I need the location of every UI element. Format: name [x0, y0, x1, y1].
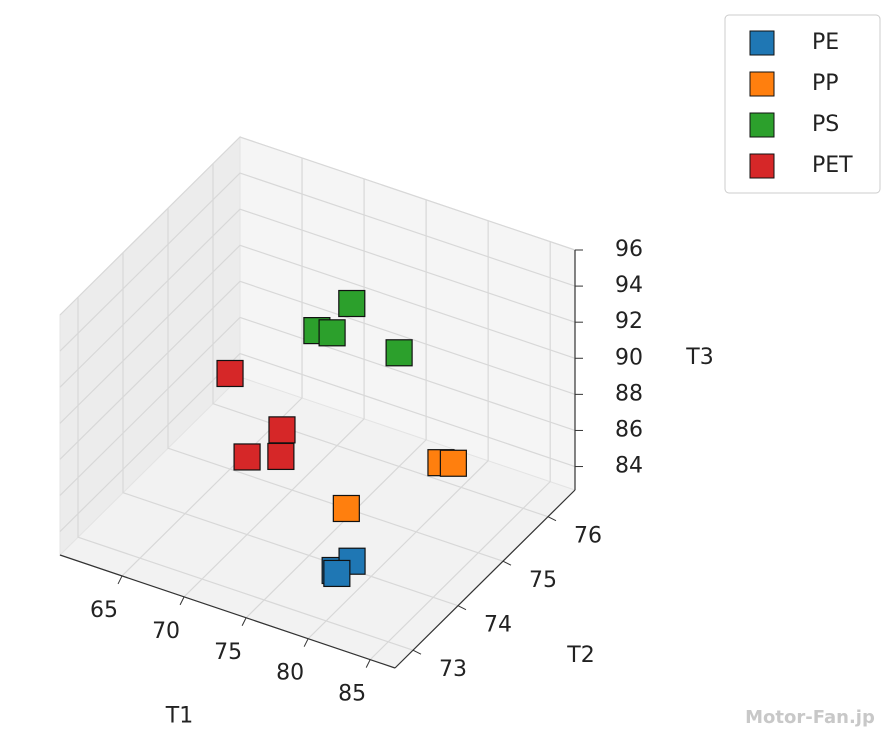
x-tick-label: 70 — [152, 619, 180, 644]
point — [216, 359, 244, 388]
legend-label: PET — [812, 153, 853, 178]
x-tick — [179, 596, 185, 606]
grid-line — [59, 316, 576, 496]
x-tick-label: 80 — [276, 661, 304, 686]
grid-line — [245, 199, 427, 619]
point — [233, 443, 261, 471]
y-axis-label: T2 — [566, 643, 594, 668]
legend-label: PS — [812, 112, 839, 137]
y-tick-label: 74 — [484, 613, 512, 638]
grid-line — [59, 280, 576, 460]
legend-swatch — [749, 30, 775, 56]
z-tick-label: 86 — [615, 417, 643, 442]
y-tick-label: 75 — [529, 568, 557, 593]
grid-line — [121, 157, 303, 577]
z-axis-label: T3 — [685, 345, 713, 370]
y-tick — [547, 516, 557, 522]
point — [268, 416, 296, 444]
grid-line — [59, 208, 576, 388]
watermark: Motor-Fan.jp — [745, 707, 875, 728]
x-tick — [303, 638, 309, 647]
legend-label: PP — [812, 71, 839, 96]
point — [318, 319, 346, 347]
grid-line — [369, 241, 551, 661]
z-tick-label: 96 — [615, 237, 643, 262]
grid-line — [59, 352, 576, 532]
grid-line — [77, 297, 414, 651]
z-tick-label: 92 — [615, 309, 643, 334]
y-tick — [457, 605, 467, 611]
x-axis — [59, 554, 396, 669]
x-tick — [365, 659, 371, 668]
z-tick-label: 84 — [615, 454, 643, 479]
y-tick-label: 73 — [439, 657, 467, 682]
grid-line — [167, 208, 504, 562]
legend-label: PE — [812, 30, 839, 55]
point — [385, 339, 413, 367]
z-tick-label: 88 — [615, 381, 643, 406]
y-tick — [502, 560, 512, 566]
point — [332, 494, 360, 523]
y-tick — [412, 649, 422, 655]
x-tick-label: 85 — [338, 682, 366, 707]
legend-swatch — [749, 153, 775, 179]
grid-line — [59, 244, 576, 424]
y-axis — [394, 489, 576, 669]
legend-box — [724, 14, 881, 194]
legend-swatch — [749, 112, 775, 138]
point — [338, 289, 366, 318]
point — [323, 559, 351, 588]
x-tick — [117, 575, 123, 585]
grid-line — [59, 172, 576, 352]
grid-line — [307, 220, 489, 640]
grid-line — [59, 136, 576, 316]
legend-swatch — [749, 71, 775, 97]
legend: PE PP PS PET — [724, 14, 881, 194]
y-tick-label: 76 — [574, 524, 602, 549]
x-axis-label: T1 — [165, 704, 193, 729]
x-tick — [241, 617, 247, 627]
point — [439, 449, 467, 477]
z-tick-label: 94 — [615, 273, 643, 298]
x-tick-label: 65 — [90, 598, 118, 623]
grid-line — [183, 178, 365, 598]
z-tick-label: 90 — [615, 345, 643, 370]
grid-line — [212, 163, 549, 518]
point — [267, 442, 295, 471]
x-tick-label: 75 — [214, 640, 242, 665]
